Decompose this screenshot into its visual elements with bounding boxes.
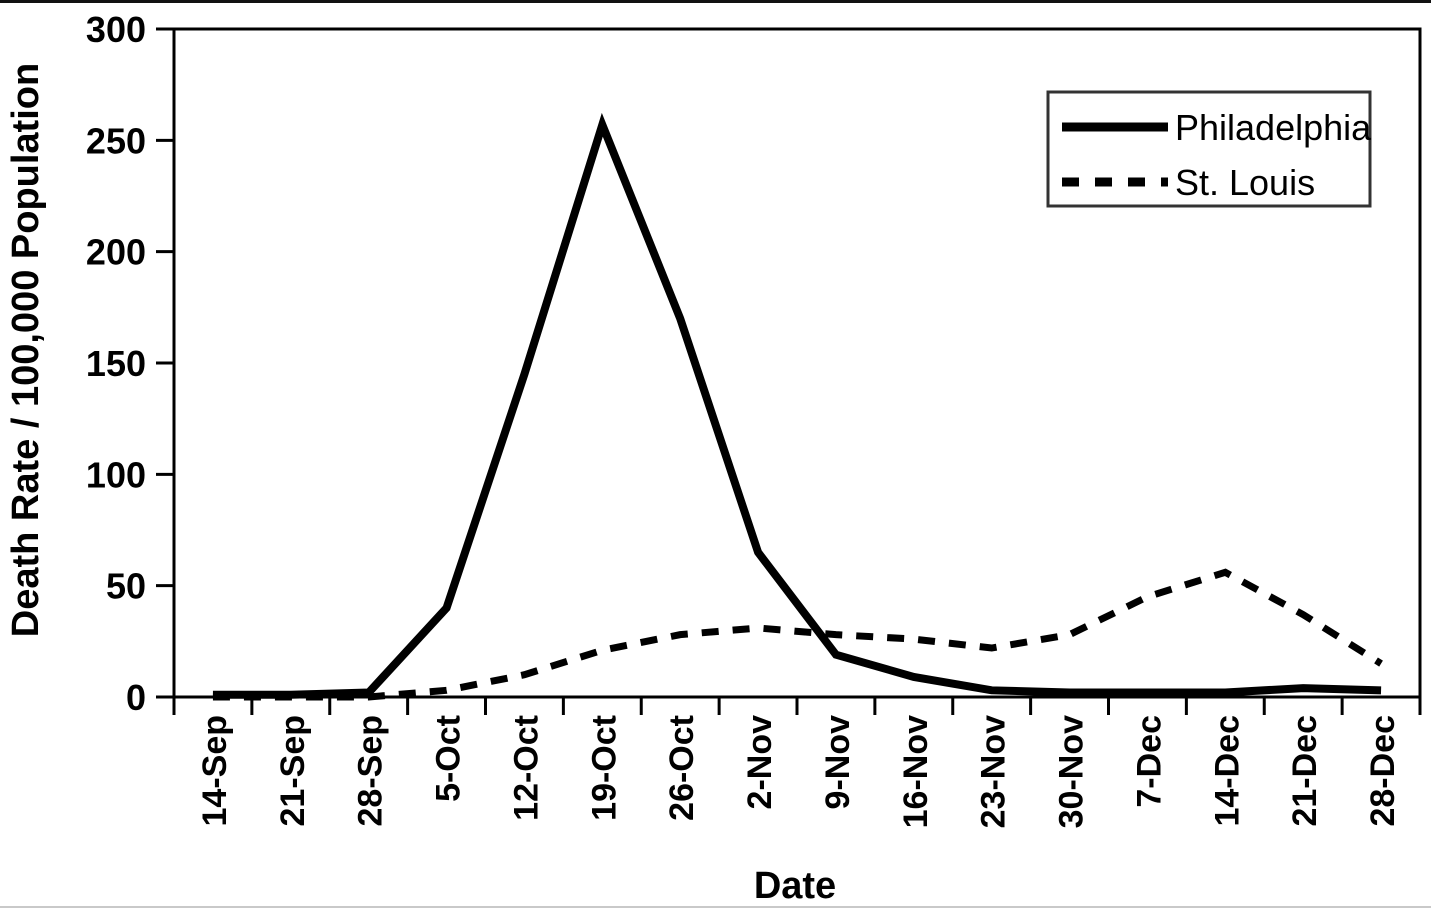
y-tick-label: 200 bbox=[86, 232, 146, 273]
figure-bottom-border bbox=[0, 906, 1431, 908]
series-line-philadelphia bbox=[212, 112, 1382, 699]
y-tick-label: 0 bbox=[126, 677, 146, 718]
legend: Philadelphia St. Louis bbox=[1046, 90, 1372, 208]
x-tick-label: 9-Nov bbox=[819, 715, 857, 810]
legend-box bbox=[1046, 90, 1372, 208]
x-tick-label: 7-Dec bbox=[1130, 715, 1168, 808]
x-tick-label: 26-Oct bbox=[663, 715, 701, 821]
x-tick-label: 28-Dec bbox=[1364, 715, 1402, 827]
x-tick-label: 21-Sep bbox=[274, 715, 312, 827]
x-tick-label: 19-Oct bbox=[585, 715, 623, 821]
series-line-st-louis bbox=[212, 568, 1383, 701]
data-series bbox=[212, 112, 1383, 701]
y-axis-ticks: 0 50 100 150 200 250 300 bbox=[86, 9, 174, 718]
figure-top-border bbox=[0, 0, 1431, 3]
y-tick-label: 150 bbox=[86, 343, 146, 384]
y-tick-label: 300 bbox=[86, 9, 146, 50]
y-axis-title: Death Rate / 100,000 Population bbox=[5, 63, 47, 637]
y-tick-label: 50 bbox=[106, 566, 146, 607]
x-tick-label: 12-Oct bbox=[507, 715, 545, 821]
y-tick-label: 250 bbox=[86, 120, 146, 161]
legend-label-philadelphia: Philadelphia bbox=[1175, 107, 1372, 148]
x-tick-label: 2-Nov bbox=[741, 715, 779, 810]
x-tick-label: 28-Sep bbox=[352, 715, 390, 827]
x-tick-label: 23-Nov bbox=[975, 715, 1013, 828]
y-tick-label: 100 bbox=[86, 454, 146, 495]
x-tick-label: 30-Nov bbox=[1053, 715, 1091, 828]
x-tick-label: 14-Dec bbox=[1208, 715, 1246, 827]
x-tick-label: 5-Oct bbox=[430, 715, 468, 802]
x-axis-ticks: 14-Sep 21-Sep 28-Sep 5-Oct 12-Oct 19-Oct 26-Oc… bbox=[172, 697, 1422, 828]
legend-label-st-louis: St. Louis bbox=[1175, 162, 1315, 203]
x-tick-label: 16-Nov bbox=[897, 715, 935, 828]
x-tick-label: 14-Sep bbox=[196, 715, 234, 827]
x-tick-label: 21-Dec bbox=[1286, 715, 1324, 827]
x-axis-title: Date bbox=[754, 865, 836, 907]
